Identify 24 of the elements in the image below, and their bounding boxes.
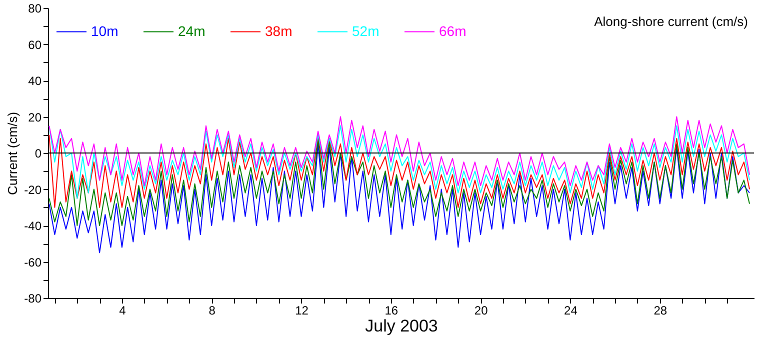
x-axis-title: July 2003 bbox=[365, 316, 438, 336]
y-tick-label: -80 bbox=[24, 292, 42, 306]
legend-label: 38m bbox=[265, 22, 292, 39]
annotation: Along-shore current (cm/s) bbox=[594, 14, 748, 29]
y-tick-label: -60 bbox=[24, 255, 42, 270]
x-tick-label: 12 bbox=[295, 304, 309, 318]
x-tick-label: 4 bbox=[119, 304, 126, 318]
x-tick-label: 8 bbox=[208, 304, 216, 318]
legend-label: 24m bbox=[178, 22, 206, 39]
y-axis-title: Current (cm/s) bbox=[5, 112, 20, 196]
y-tick-label: 40 bbox=[28, 74, 42, 88]
x-tick-label: 16 bbox=[384, 304, 398, 318]
x-tick-label: 24 bbox=[564, 304, 578, 318]
y-tick-label: 0 bbox=[34, 146, 42, 160]
legend-label: 66m bbox=[439, 22, 466, 39]
y-tick-label: 20 bbox=[28, 110, 42, 124]
y-tick-label: -20 bbox=[24, 182, 42, 197]
x-tick-label: 28 bbox=[654, 304, 668, 318]
y-tick-label: -40 bbox=[24, 219, 42, 233]
legend-label: 52m bbox=[352, 22, 380, 39]
x-tick-label: 20 bbox=[474, 304, 488, 318]
y-tick-label: 60 bbox=[28, 38, 42, 52]
legend-label: 10m bbox=[91, 22, 118, 39]
y-tick-label: 80 bbox=[28, 2, 42, 16]
